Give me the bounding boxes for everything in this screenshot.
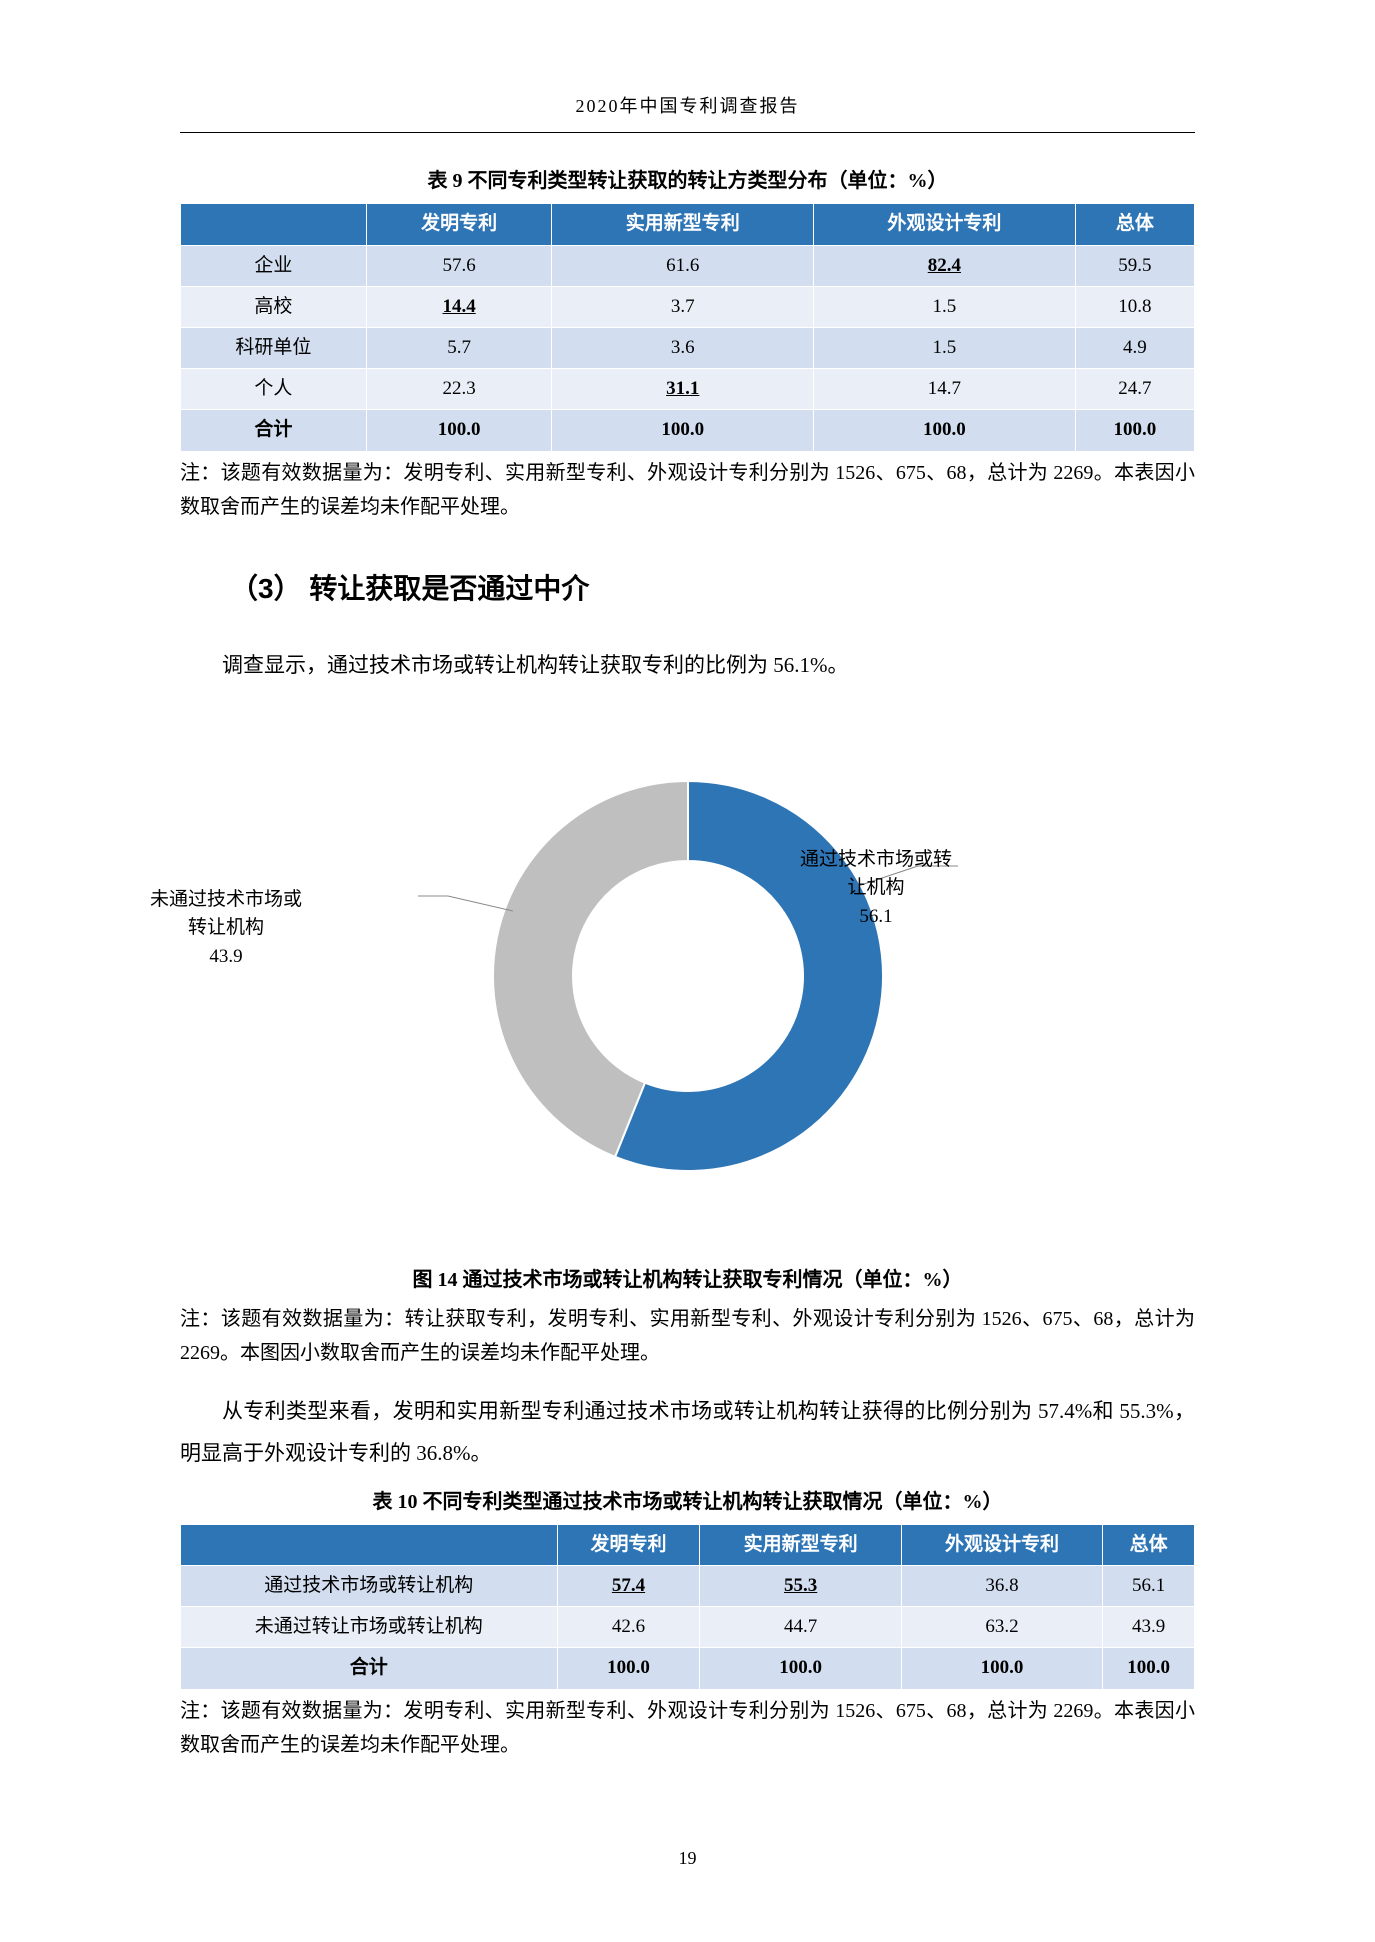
- cell: 43.9: [1103, 1607, 1195, 1648]
- table9-col-1: 发明专利: [366, 204, 552, 245]
- cell: 3.7: [552, 286, 814, 327]
- cell: 5.7: [366, 327, 552, 368]
- table10-col-1: 发明专利: [557, 1524, 700, 1565]
- cell: 4.9: [1075, 327, 1194, 368]
- cell: 82.4: [814, 245, 1076, 286]
- total-label: 合计: [181, 1648, 558, 1689]
- cell: 100.0: [814, 410, 1076, 451]
- table9-col-2: 实用新型专利: [552, 204, 814, 245]
- donut-svg: [318, 696, 1058, 1256]
- table9-header-row: 发明专利 实用新型专利 外观设计专利 总体: [181, 204, 1195, 245]
- cell: 3.6: [552, 327, 814, 368]
- cell: 1.5: [814, 286, 1076, 327]
- cell: 100.0: [366, 410, 552, 451]
- table-row: 未通过转让市场或转让机构 42.6 44.7 63.2 43.9: [181, 1607, 1195, 1648]
- cell: 61.6: [552, 245, 814, 286]
- fig14-caption: 图 14 通过技术市场或转让机构转让获取专利情况（单位：%）: [180, 1262, 1195, 1298]
- para2: 从专利类型来看，发明和实用新型专利通过技术市场或转让机构转让获得的比例分别为 5…: [180, 1390, 1195, 1474]
- cell: 36.8: [901, 1566, 1102, 1607]
- table10-col-4: 总体: [1103, 1524, 1195, 1565]
- cell: 14.4: [366, 286, 552, 327]
- page-number: 19: [180, 1842, 1195, 1874]
- cell: 14.7: [814, 369, 1076, 410]
- cell: 56.1: [1103, 1566, 1195, 1607]
- table-row: 高校 14.4 3.7 1.5 10.8: [181, 286, 1195, 327]
- row-label: 科研单位: [181, 327, 367, 368]
- table-row: 科研单位 5.7 3.6 1.5 4.9: [181, 327, 1195, 368]
- cell: 55.3: [700, 1566, 901, 1607]
- cell: 59.5: [1075, 245, 1194, 286]
- table10-caption: 表 10 不同专利类型通过技术市场或转让机构转让获取情况（单位：%）: [180, 1484, 1195, 1520]
- table9-col-3: 外观设计专利: [814, 204, 1076, 245]
- row-label: 高校: [181, 286, 367, 327]
- row-label: 未通过转让市场或转让机构: [181, 1607, 558, 1648]
- row-label: 通过技术市场或转让机构: [181, 1566, 558, 1607]
- cell: 100.0: [557, 1648, 700, 1689]
- table9-note: 注：该题有效数据量为：发明专利、实用新型专利、外观设计专利分别为 1526、67…: [180, 456, 1195, 524]
- cell: 100.0: [552, 410, 814, 451]
- table10-note: 注：该题有效数据量为：发明专利、实用新型专利、外观设计专利分别为 1526、67…: [180, 1694, 1195, 1762]
- table10-col-2: 实用新型专利: [700, 1524, 901, 1565]
- table-row: 通过技术市场或转让机构 57.4 55.3 36.8 56.1: [181, 1566, 1195, 1607]
- fig14-note: 注：该题有效数据量为：转让获取专利，发明专利、实用新型专利、外观设计专利分别为 …: [180, 1302, 1195, 1370]
- total-label: 合计: [181, 410, 367, 451]
- table10-col-3: 外观设计专利: [901, 1524, 1102, 1565]
- row-label: 个人: [181, 369, 367, 410]
- cell: 10.8: [1075, 286, 1194, 327]
- row-label: 企业: [181, 245, 367, 286]
- table9-total-row: 合计 100.0 100.0 100.0 100.0: [181, 410, 1195, 451]
- cell: 100.0: [901, 1648, 1102, 1689]
- page-header: 2020年中国专利调查报告: [180, 90, 1195, 133]
- section3-heading: （3） 转让获取是否通过中介: [230, 564, 1195, 614]
- table9: 发明专利 实用新型专利 外观设计专利 总体 企业 57.6 61.6 82.4 …: [180, 203, 1195, 451]
- table-row: 个人 22.3 31.1 14.7 24.7: [181, 369, 1195, 410]
- table9-col-4: 总体: [1075, 204, 1194, 245]
- section3-intro: 调查显示，通过技术市场或转让机构转让获取专利的比例为 56.1%。: [180, 644, 1195, 686]
- cell: 100.0: [1103, 1648, 1195, 1689]
- cell: 100.0: [700, 1648, 901, 1689]
- cell: 57.4: [557, 1566, 700, 1607]
- table9-col-0: [181, 204, 367, 245]
- cell: 57.6: [366, 245, 552, 286]
- donut-label-right: 通过技术市场或转让机构56.1: [800, 846, 952, 932]
- cell: 44.7: [700, 1607, 901, 1648]
- donut-chart: 通过技术市场或转让机构56.1 未通过技术市场或转让机构43.9: [180, 696, 1195, 1256]
- cell: 22.3: [366, 369, 552, 410]
- cell: 1.5: [814, 327, 1076, 368]
- table10: 发明专利 实用新型专利 外观设计专利 总体 通过技术市场或转让机构 57.4 5…: [180, 1524, 1195, 1690]
- table10-header-row: 发明专利 实用新型专利 外观设计专利 总体: [181, 1524, 1195, 1565]
- cell: 63.2: [901, 1607, 1102, 1648]
- cell: 100.0: [1075, 410, 1194, 451]
- table9-caption: 表 9 不同专利类型转让获取的转让方类型分布（单位：%）: [180, 163, 1195, 199]
- cell: 42.6: [557, 1607, 700, 1648]
- table-row: 企业 57.6 61.6 82.4 59.5: [181, 245, 1195, 286]
- table10-total-row: 合计 100.0 100.0 100.0 100.0: [181, 1648, 1195, 1689]
- table10-col-0: [181, 1524, 558, 1565]
- donut-label-left: 未通过技术市场或转让机构43.9: [150, 886, 302, 972]
- cell: 24.7: [1075, 369, 1194, 410]
- cell: 31.1: [552, 369, 814, 410]
